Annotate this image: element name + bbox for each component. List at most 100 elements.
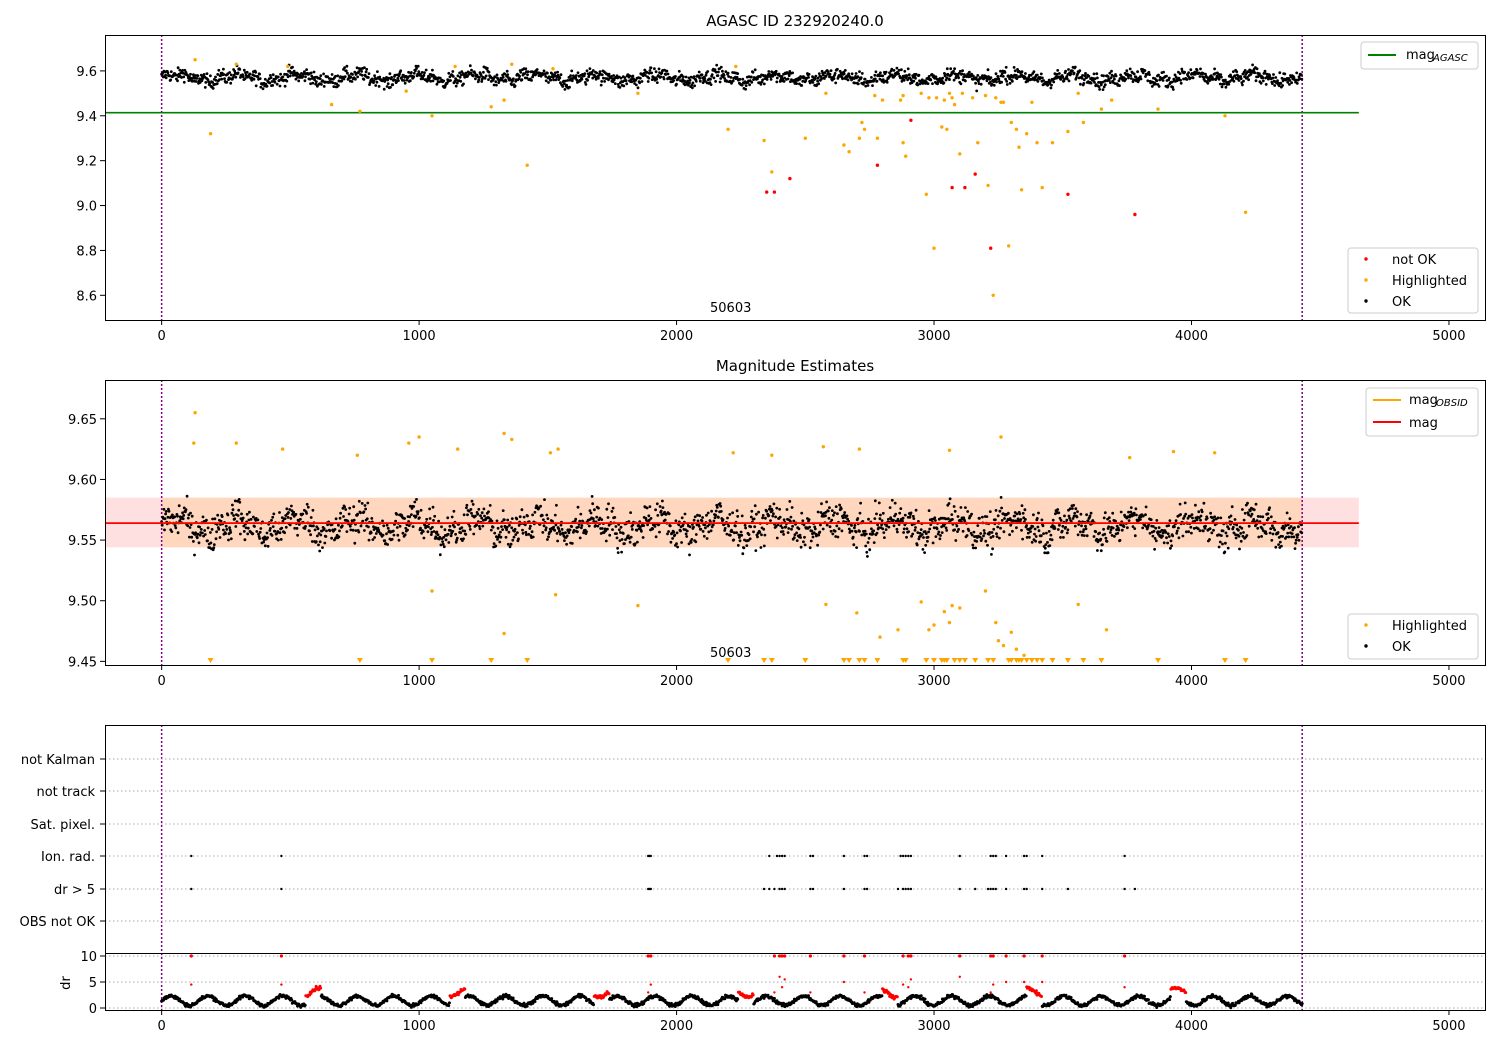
ok-point	[922, 536, 925, 539]
ok-point	[1199, 67, 1202, 71]
ok-point	[1043, 546, 1047, 550]
flag-point	[842, 854, 846, 858]
ok-point	[767, 70, 771, 73]
ok-point	[576, 530, 579, 534]
ok-point	[186, 524, 190, 528]
highlighted-point	[636, 91, 640, 96]
ok-point	[1296, 533, 1300, 537]
ok-point	[301, 512, 305, 516]
ok-point	[497, 533, 501, 537]
ok-point	[231, 76, 235, 79]
ok-point	[540, 514, 544, 517]
clipped-marker	[943, 658, 950, 663]
flag-point	[778, 854, 781, 858]
highlighted-point	[994, 96, 998, 100]
ok-point	[215, 82, 219, 85]
ok-point	[402, 79, 406, 82]
ok-point	[740, 514, 744, 518]
ok-point	[1280, 544, 1283, 548]
ok-point	[992, 83, 996, 87]
ok-point	[182, 506, 186, 510]
ok-point	[304, 525, 307, 528]
ok-point	[991, 535, 995, 538]
ok-point	[347, 512, 351, 516]
highlighted-point	[1007, 244, 1011, 248]
ok-point	[617, 528, 621, 532]
ok-point	[1255, 519, 1259, 522]
ok-point	[1256, 75, 1260, 78]
ok-point	[1167, 76, 1171, 80]
ok-point	[873, 77, 877, 81]
ok-point	[385, 532, 388, 536]
ok-point	[953, 528, 956, 532]
ok-point	[216, 513, 220, 517]
ok-point	[762, 82, 766, 86]
ok-point	[660, 71, 664, 75]
highlighted-point	[1019, 188, 1024, 192]
legend-label-mag-obsid: mag	[1409, 393, 1438, 408]
clipped-marker	[524, 658, 531, 663]
highlighted-point	[855, 611, 859, 615]
ok-point	[1251, 63, 1254, 67]
dr-flagged-point	[463, 987, 467, 991]
ok-point	[996, 75, 1000, 79]
ok-point	[716, 74, 720, 77]
ok-point	[1273, 528, 1277, 532]
clipped-marker	[972, 658, 979, 663]
ok-point	[761, 516, 764, 520]
ok-point	[209, 74, 212, 78]
ok-point	[336, 74, 340, 78]
ok-point	[542, 518, 545, 522]
ok-point	[745, 544, 749, 547]
legend-lower[interactable]: not OK Highlighted OK	[1347, 247, 1479, 314]
ok-point	[715, 503, 719, 507]
ok-point	[505, 525, 509, 529]
ok-point	[1064, 69, 1067, 73]
ok-point	[950, 513, 954, 516]
ok-point	[286, 516, 290, 519]
ok-point	[1274, 76, 1278, 79]
ok-point	[714, 70, 718, 74]
ok-point	[604, 539, 608, 543]
ok-point	[279, 538, 283, 541]
ok-point	[907, 530, 911, 533]
ok-point	[290, 504, 293, 508]
ok-point	[370, 517, 374, 520]
ok-point	[556, 70, 559, 74]
ok-point	[890, 67, 894, 71]
ok-point	[1187, 530, 1190, 534]
ok-point	[543, 498, 546, 501]
ok-point	[256, 518, 260, 522]
ok-point	[1204, 524, 1207, 528]
ok-point	[971, 546, 975, 550]
ok-point	[694, 540, 698, 544]
ok-point	[921, 548, 925, 551]
ok-point	[297, 79, 301, 83]
clipped-marker	[874, 658, 881, 663]
ok-point	[715, 506, 719, 509]
ok-point	[945, 67, 949, 71]
legend-upper[interactable]: mag OBSID mag	[1365, 387, 1479, 437]
ok-point	[375, 80, 379, 84]
legend-lower[interactable]: Highlighted OK	[1347, 613, 1479, 660]
ok-point	[216, 73, 220, 76]
legend-upper[interactable]: mag AGASC	[1360, 41, 1479, 70]
ok-point	[403, 517, 406, 520]
ok-point	[414, 514, 418, 518]
highlighted-point	[234, 62, 238, 66]
ok-point	[853, 524, 857, 527]
ok-point	[1085, 76, 1088, 79]
ok-point	[1287, 77, 1291, 80]
ok-point	[1011, 529, 1014, 533]
ok-point	[866, 84, 870, 87]
ok-point	[437, 519, 440, 523]
ok-point	[1235, 523, 1239, 527]
ok-point	[419, 508, 423, 512]
highlighted-point	[430, 589, 434, 593]
ok-point	[251, 532, 255, 536]
ok-point	[516, 531, 519, 534]
ok-point	[492, 77, 495, 81]
ok-point	[545, 513, 549, 517]
ok-point	[303, 70, 306, 74]
ok-point	[367, 525, 370, 529]
